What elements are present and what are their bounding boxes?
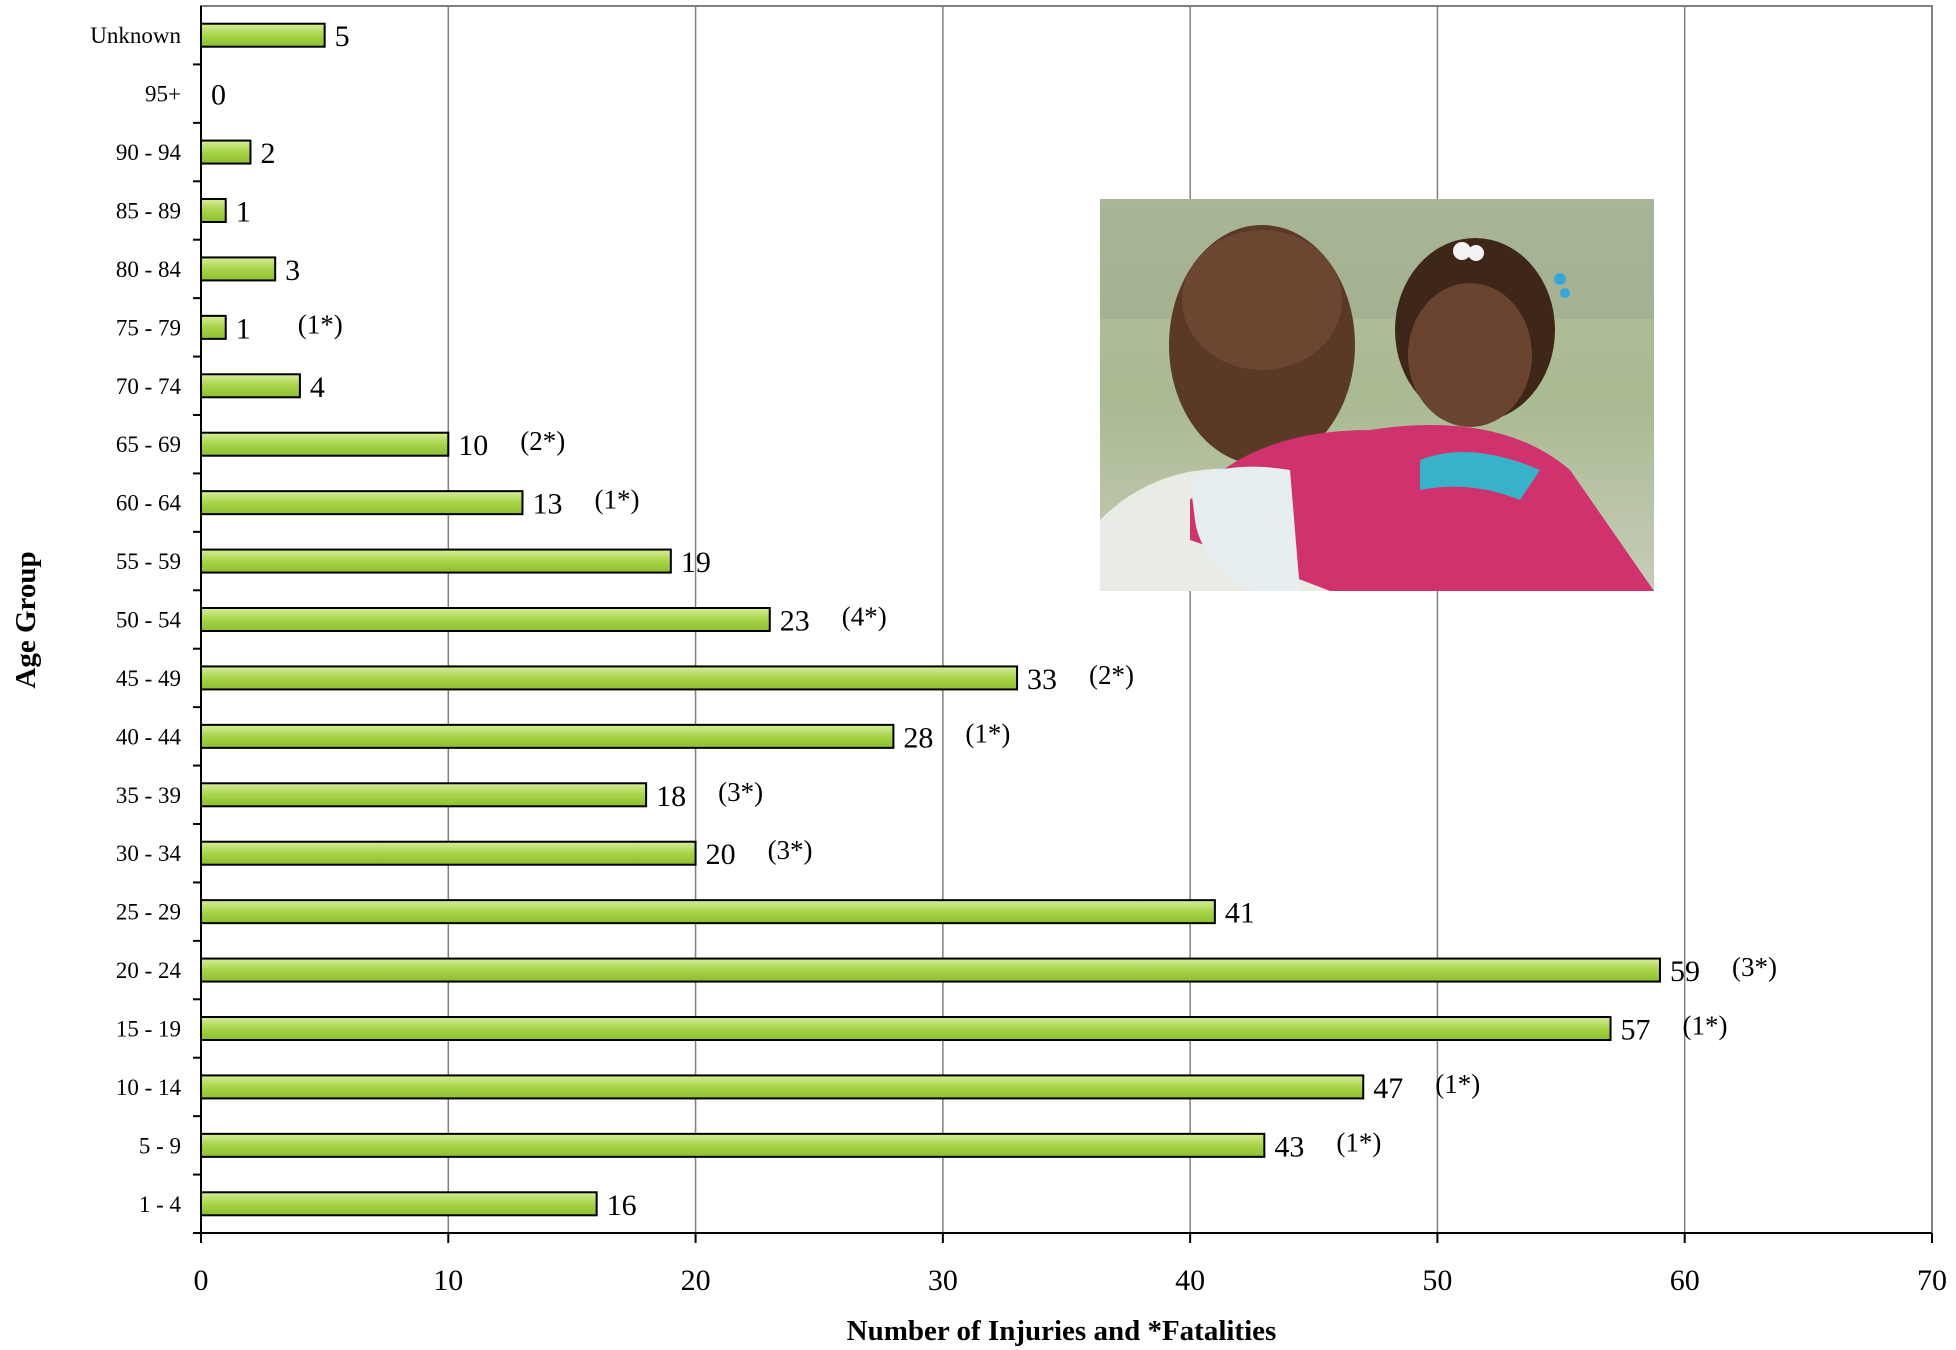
value-label: 3 xyxy=(285,254,300,287)
category-label: 5 - 9 xyxy=(139,1133,181,1158)
bar xyxy=(200,607,771,632)
category-label: Unknown xyxy=(90,23,181,48)
fatality-label: (2*) xyxy=(1089,660,1134,690)
category-label: 20 - 24 xyxy=(116,958,182,983)
value-label: 59 xyxy=(1670,955,1700,988)
value-label: 0 xyxy=(211,79,226,112)
category-label: 40 - 44 xyxy=(116,724,182,749)
value-label: 57 xyxy=(1621,1014,1651,1047)
value-label: 4 xyxy=(310,371,325,404)
value-label: 5 xyxy=(335,20,350,53)
x-tick-label: 20 xyxy=(681,1264,711,1297)
category-label: 1 - 4 xyxy=(139,1192,182,1217)
fatality-label: (3*) xyxy=(1732,952,1777,982)
value-label: 13 xyxy=(532,488,562,521)
fatality-label: (1*) xyxy=(594,485,639,515)
value-label: 2 xyxy=(260,137,275,170)
bar xyxy=(200,840,697,866)
category-label: 15 - 19 xyxy=(116,1017,181,1042)
category-label: 75 - 79 xyxy=(116,315,181,340)
category-label: 50 - 54 xyxy=(116,608,182,633)
x-axis-title: Number of Injuries and *Fatalities xyxy=(847,1315,1277,1347)
bar xyxy=(200,1074,1365,1100)
bar xyxy=(200,548,672,574)
value-label: 16 xyxy=(607,1189,637,1222)
x-tick-label: 30 xyxy=(928,1264,958,1297)
category-label: 80 - 84 xyxy=(116,257,182,282)
bar-series xyxy=(200,22,1661,1217)
bar xyxy=(200,256,277,282)
x-axis-tick-labels: 0 10 20 30 40 50 60 70 xyxy=(194,1233,1947,1297)
bar xyxy=(200,139,252,165)
category-label: 30 - 34 xyxy=(116,841,182,866)
bar xyxy=(200,957,1661,983)
category-label: 85 - 89 xyxy=(116,199,181,224)
bar xyxy=(200,1016,1612,1041)
x-tick-label: 60 xyxy=(1670,1264,1700,1297)
bar xyxy=(200,782,648,808)
bar xyxy=(200,1132,1266,1158)
value-label: 10 xyxy=(458,429,488,462)
category-label: 95+ xyxy=(145,82,181,107)
value-label: 43 xyxy=(1274,1130,1304,1163)
value-label: 1 xyxy=(236,196,251,229)
bar xyxy=(200,1191,598,1217)
fatality-label: (4*) xyxy=(842,602,887,632)
value-label: 33 xyxy=(1027,663,1057,696)
value-label: 28 xyxy=(903,721,933,754)
category-label: 90 - 94 xyxy=(116,140,182,165)
fatality-label: (3*) xyxy=(768,835,813,865)
category-label: 35 - 39 xyxy=(116,783,181,808)
category-labels: Unknown 95+ 90 - 94 85 - 89 80 - 84 75 - 79 70… xyxy=(90,23,201,1234)
fatality-label: (1*) xyxy=(965,718,1010,748)
fatality-label: (2*) xyxy=(520,426,565,456)
y-axis-title: Age Group xyxy=(10,551,42,688)
x-tick-label: 10 xyxy=(433,1264,463,1297)
fatality-label: (1*) xyxy=(1336,1127,1381,1157)
fatality-label: (1*) xyxy=(298,309,343,339)
category-label: 25 - 29 xyxy=(116,900,181,925)
value-label: 18 xyxy=(656,780,686,813)
father-daughter-photo xyxy=(1100,199,1654,591)
bar xyxy=(200,198,227,223)
category-label: 55 - 59 xyxy=(116,549,181,574)
fatality-label: (1*) xyxy=(1683,1011,1728,1041)
value-label: 1 xyxy=(236,312,251,345)
x-tick-label: 70 xyxy=(1917,1264,1947,1297)
category-label: 10 - 14 xyxy=(116,1075,182,1100)
value-label: 19 xyxy=(681,546,711,579)
value-label: 23 xyxy=(780,605,810,638)
fatality-label: (1*) xyxy=(1435,1069,1480,1099)
bar xyxy=(200,899,1216,925)
bar xyxy=(200,490,524,516)
value-label: 41 xyxy=(1225,897,1255,930)
bar xyxy=(200,431,450,457)
category-label: 70 - 74 xyxy=(116,374,182,399)
x-tick-label: 0 xyxy=(194,1264,209,1297)
bar xyxy=(200,723,895,749)
x-tick-label: 40 xyxy=(1175,1264,1205,1297)
fatality-label: (3*) xyxy=(718,777,763,807)
bar xyxy=(200,665,1019,691)
value-label: 47 xyxy=(1373,1072,1403,1105)
category-label: 65 - 69 xyxy=(116,432,181,457)
bar xyxy=(200,373,301,399)
bar xyxy=(200,22,326,48)
category-label: 60 - 64 xyxy=(116,491,182,516)
x-tick-label: 50 xyxy=(1422,1264,1452,1297)
value-label: 20 xyxy=(706,838,736,871)
bar xyxy=(200,314,227,340)
fatality-labels: (1*)(2*)(1*)(4*)(2*)(1*)(3*)(3*)(3*)(1*)… xyxy=(298,309,1777,1157)
category-label: 45 - 49 xyxy=(116,666,181,691)
